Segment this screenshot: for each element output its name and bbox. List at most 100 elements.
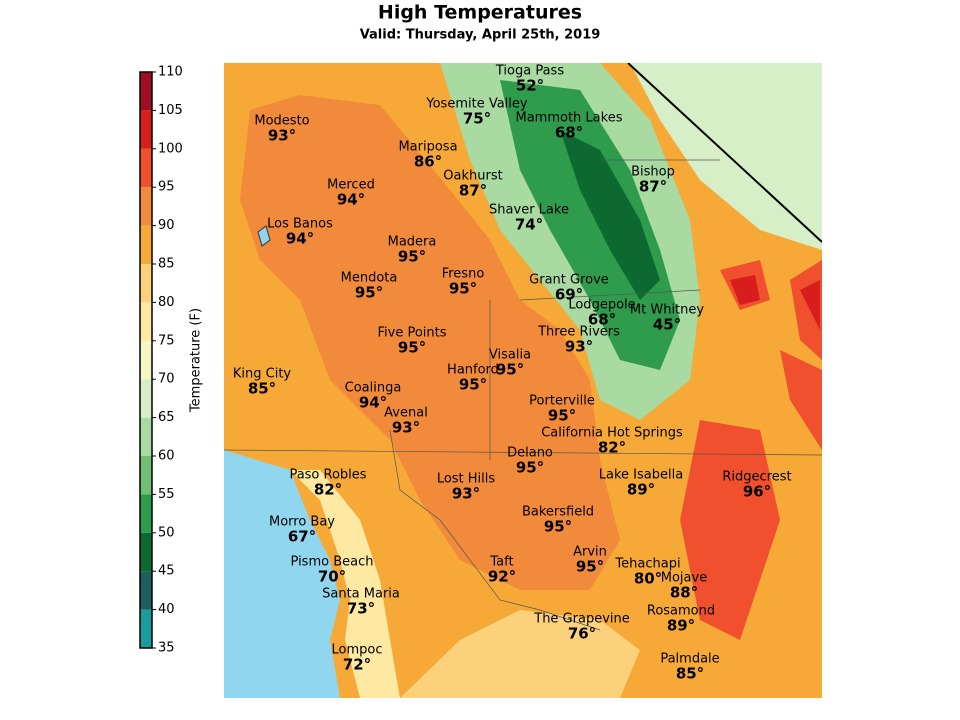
- city-temp: 94°: [286, 230, 314, 248]
- colorbar-frame: [139, 71, 153, 649]
- colorbar-band: [140, 340, 152, 380]
- city-name: Lost Hills: [437, 472, 496, 487]
- mountain-green: [500, 80, 680, 370]
- city-name: The Grapevine: [533, 612, 630, 627]
- city-name: Lompoc: [332, 643, 383, 658]
- city-temp: 69°: [555, 286, 583, 304]
- colorbar: 35 40 45 50 55 60 65 70 75 80 85 90 95 100 105 110: [139, 65, 183, 656]
- city-temp: 88°: [670, 584, 698, 602]
- city-temp: 89°: [627, 481, 655, 499]
- colorbar-tick-label: 90: [158, 218, 175, 233]
- city-name: Palmdale: [660, 652, 719, 667]
- colorbar-tick-label: 105: [158, 103, 183, 118]
- city-temp: 95°: [548, 407, 576, 425]
- city-temp: 85°: [248, 380, 276, 398]
- valley-heat: [240, 95, 620, 590]
- city-name: Delano: [507, 446, 553, 461]
- city-temp: 45°: [653, 316, 681, 334]
- city-name: Santa Maria: [322, 587, 400, 602]
- city-name: Yosemite Valley: [425, 97, 528, 112]
- colorbar-band: [140, 264, 152, 303]
- city-temp: 89°: [667, 617, 695, 635]
- colorbar-tick-label: 95: [158, 180, 175, 195]
- city-name: Taft: [489, 555, 513, 570]
- city-temp: 76°: [568, 625, 596, 643]
- south-mild: [400, 610, 640, 698]
- city-name: Mt Whitney: [630, 303, 704, 318]
- city-name: Mariposa: [398, 140, 457, 155]
- city-name: Grant Grove: [529, 273, 609, 288]
- colorbar-label: Temperature (F): [189, 308, 204, 413]
- city-name: Mendota: [341, 271, 398, 286]
- city-name: Hanford: [447, 363, 499, 378]
- colorbar-band: [140, 110, 152, 149]
- state-border: [627, 63, 822, 243]
- city-temp: 82°: [598, 439, 626, 457]
- colorbar-tick-label: 45: [158, 564, 175, 579]
- city-temp: 75°: [463, 110, 491, 128]
- city-temp: 74°: [515, 216, 543, 234]
- city-name: Bakersfield: [522, 505, 594, 520]
- colorbar-tick-label: 85: [158, 257, 175, 272]
- city-name: Los Banos: [267, 217, 333, 232]
- colorbar-tick-label: 100: [158, 141, 183, 156]
- city-name: Madera: [388, 235, 437, 250]
- city-name: Visalia: [489, 348, 531, 363]
- city-temp: 92°: [488, 568, 516, 586]
- city-temp: 68°: [555, 124, 583, 142]
- city-temp: 93°: [452, 485, 480, 503]
- colorbar-tick-label: 60: [158, 449, 175, 464]
- city-name: Tehachapi: [614, 557, 680, 572]
- colorbar-band: [140, 148, 152, 188]
- mountain-dark: [560, 130, 660, 300]
- city-name: Bishop: [631, 165, 675, 180]
- city-name: Coalinga: [345, 381, 402, 396]
- city-name: King City: [233, 367, 292, 382]
- city-name: Fresno: [442, 267, 485, 282]
- city-temp: 95°: [398, 339, 426, 357]
- title: High Temperatures: [378, 2, 582, 24]
- city-temp: 67°: [288, 528, 316, 546]
- city-temp: 95°: [459, 376, 487, 394]
- city-name: California Hot Springs: [541, 426, 683, 441]
- city-temp: 95°: [544, 518, 572, 536]
- city-temp: 95°: [516, 459, 544, 477]
- subtitle: Valid: Thursday, April 25th, 2019: [360, 28, 601, 43]
- desert-hot: [730, 275, 820, 330]
- city-name: Merced: [327, 178, 375, 193]
- city-temp: 95°: [355, 284, 383, 302]
- city-temp: 93°: [268, 127, 296, 145]
- map: [224, 63, 822, 698]
- colorbar-band: [140, 417, 152, 456]
- city-name: Porterville: [529, 394, 595, 409]
- colorbar-band: [140, 532, 152, 572]
- colorbar-band: [140, 379, 152, 418]
- colorbar-tick-label: 40: [158, 602, 175, 617]
- city-name: Morro Bay: [269, 515, 335, 530]
- colorbar-tick-label: 80: [158, 295, 175, 310]
- city-name: Modesto: [254, 114, 309, 129]
- colorbar-tick-label: 75: [158, 333, 175, 348]
- colorbar-tick-label: 35: [158, 641, 175, 656]
- colorbar-band: [140, 494, 152, 533]
- city-temp: 87°: [459, 182, 487, 200]
- colorbar-band: [140, 187, 152, 226]
- city-name: Three Rivers: [537, 325, 620, 340]
- colorbar-tick-label: 110: [158, 65, 183, 80]
- colorbar-tick-label: 55: [158, 487, 175, 502]
- city-name: Lake Isabella: [599, 468, 683, 483]
- colorbar-band: [140, 225, 152, 264]
- city-temp: 86°: [414, 153, 442, 171]
- city-temp: 93°: [565, 338, 593, 356]
- city-temp: 73°: [347, 600, 375, 618]
- city-temp: 95°: [496, 361, 524, 379]
- colorbar-tick-label: 50: [158, 525, 175, 540]
- city-temp: 93°: [392, 419, 420, 437]
- city-temp: 70°: [318, 568, 346, 586]
- city-name: Oakhurst: [443, 169, 502, 184]
- lake: [257, 225, 271, 247]
- colorbar-band: [140, 302, 152, 341]
- city-temp: 72°: [343, 656, 371, 674]
